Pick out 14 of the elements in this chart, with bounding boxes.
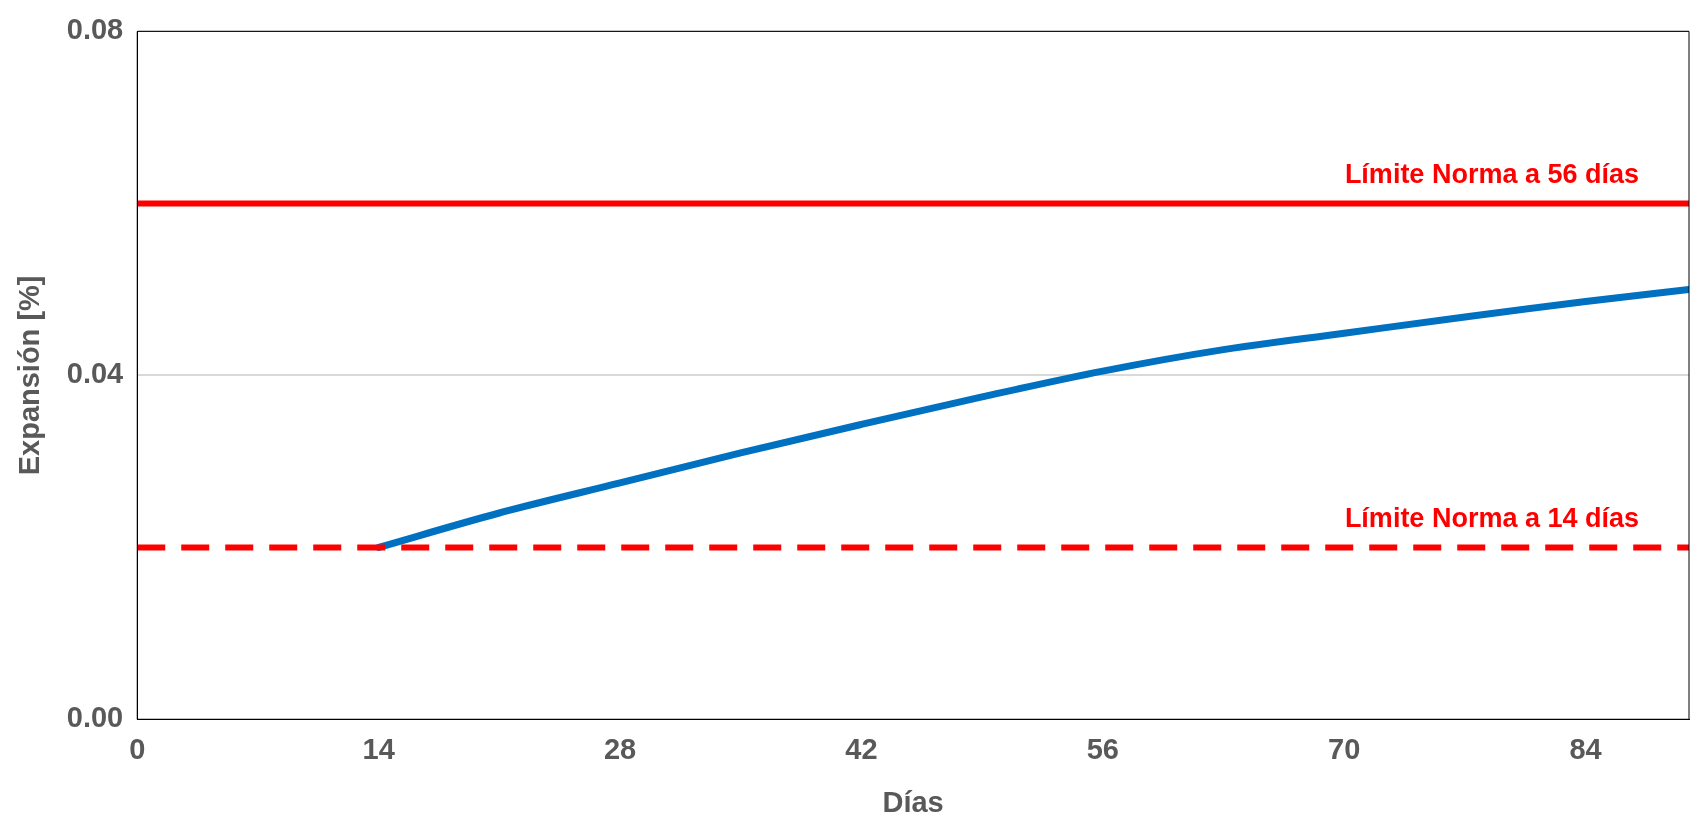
x-tick-label: 56 [1086, 732, 1119, 765]
y-tick-label: 0.04 [66, 357, 124, 390]
y-axis-title: Expansión [%] [13, 275, 46, 476]
x-tick-label: 84 [1569, 732, 1602, 765]
x-tick-label: 0 [129, 732, 146, 765]
x-tick-label: 70 [1328, 732, 1361, 765]
ref-line-label: Límite Norma a 56 días [1344, 159, 1639, 190]
y-tick-label: 0.08 [66, 13, 124, 46]
x-tick-label: 42 [845, 732, 878, 765]
x-axis-title: Días [882, 785, 944, 818]
ref-line-label: Límite Norma a 14 días [1344, 503, 1639, 534]
y-tick-label: 0.00 [66, 701, 124, 734]
x-tick-label: 14 [362, 732, 395, 765]
x-tick-label: 28 [603, 732, 637, 765]
